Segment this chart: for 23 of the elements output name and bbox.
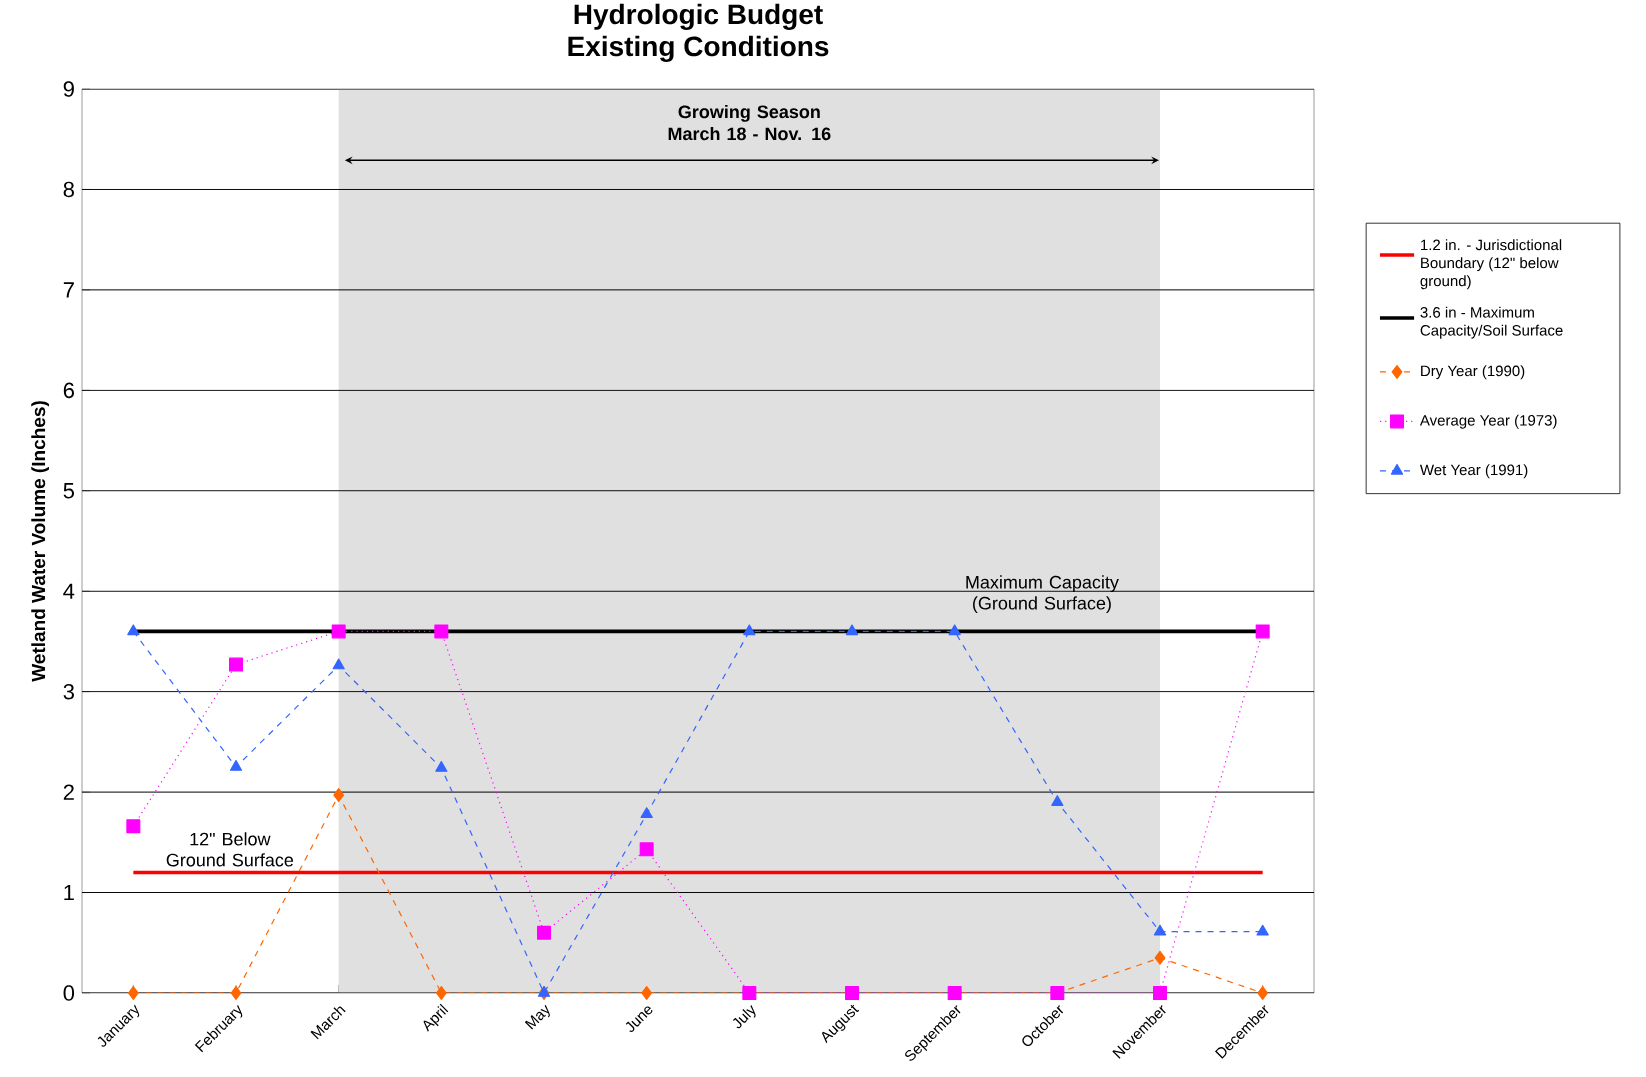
y-tick-label: 3 bbox=[63, 683, 74, 700]
y-tick-label: 9 bbox=[63, 81, 74, 97]
legend-label: 1.2 in. - Jurisdictional Boundary (12" below ground) bbox=[1420, 239, 1562, 290]
y-tick-label: 6 bbox=[63, 382, 74, 399]
y-tick-label: 4 bbox=[63, 583, 75, 599]
y-tick-label: 5 bbox=[63, 483, 74, 499]
band-label: Growing Season March 18 - Nov. 16 bbox=[668, 104, 831, 141]
y-tick-label: 8 bbox=[63, 181, 74, 198]
legend-label: Dry Year (1990) bbox=[1421, 365, 1525, 380]
y-tick-label: 2 bbox=[63, 784, 74, 800]
chart-subtitle: Existing Conditions bbox=[568, 35, 829, 62]
chart-title: Hydrologic Budget bbox=[574, 3, 823, 30]
annotation: 12" Below Ground Surface bbox=[166, 832, 294, 867]
y-axis-title: Wetland Water Volume (Inches) bbox=[31, 401, 49, 682]
legend-label: Average Year (1973) bbox=[1419, 414, 1557, 429]
y-tick-label: 1 bbox=[64, 884, 74, 901]
x-tick-label: May bbox=[524, 1004, 550, 1030]
x-tick-label: July bbox=[732, 1005, 756, 1029]
legend-label: Wet Year (1991) bbox=[1419, 464, 1528, 479]
legend-label: 3.6 in - Maximum Capacity/Soil Surface bbox=[1420, 306, 1563, 339]
y-tick-label: 0 bbox=[63, 985, 75, 1001]
y-tick-label: 7 bbox=[63, 282, 74, 298]
annotation: Maximum Capacity (Ground Surface) bbox=[966, 575, 1119, 614]
